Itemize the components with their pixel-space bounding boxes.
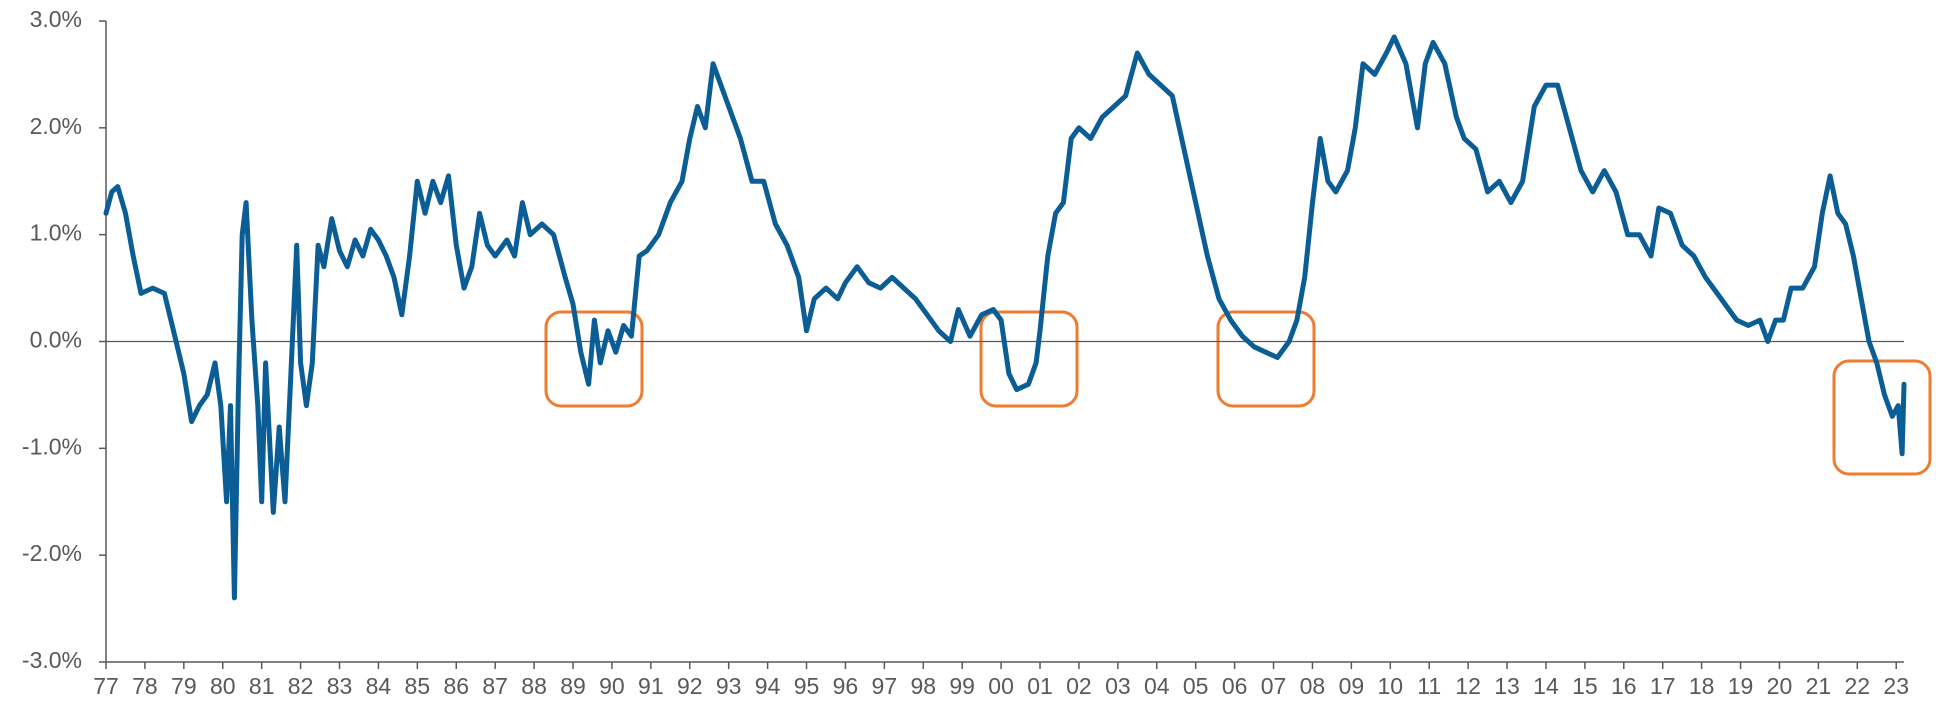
x-tick-label: 14 xyxy=(1533,673,1559,699)
x-tick-label: 17 xyxy=(1650,673,1676,699)
x-tick-label: 15 xyxy=(1572,673,1598,699)
x-tick-label: 06 xyxy=(1222,673,1248,699)
x-tick-label: 20 xyxy=(1767,673,1793,699)
y-tick-label: -1.0% xyxy=(22,433,82,459)
x-tick-label: 92 xyxy=(677,673,703,699)
x-tick-label: 21 xyxy=(1806,673,1832,699)
x-tick-label: 95 xyxy=(794,673,820,699)
x-tick-label: 85 xyxy=(405,673,431,699)
highlight-box xyxy=(1216,310,1316,408)
x-tick-label: 03 xyxy=(1105,673,1131,699)
x-tick-label: 77 xyxy=(93,673,119,699)
highlight-box xyxy=(979,310,1079,408)
x-tick-label: 78 xyxy=(132,673,158,699)
x-tick-label: 89 xyxy=(560,673,586,699)
x-tick-label: 79 xyxy=(171,673,197,699)
x-tick-label: 96 xyxy=(833,673,859,699)
x-tick-label: 13 xyxy=(1494,673,1520,699)
x-tick-label: 90 xyxy=(599,673,625,699)
x-tick-label: 98 xyxy=(910,673,936,699)
x-tick-label: 08 xyxy=(1300,673,1326,699)
y-tick-label: 2.0% xyxy=(30,113,82,139)
y-tick-label: 3.0% xyxy=(30,6,82,32)
y-tick-label: 0.0% xyxy=(30,327,82,353)
x-tick-label: 97 xyxy=(872,673,898,699)
x-tick-label: 93 xyxy=(716,673,742,699)
y-tick-label: -2.0% xyxy=(22,540,82,566)
y-tick-label: 1.0% xyxy=(30,220,82,246)
x-tick-label: 87 xyxy=(482,673,508,699)
highlight-box xyxy=(1832,359,1932,476)
x-tick-label: 18 xyxy=(1689,673,1715,699)
x-tick-label: 81 xyxy=(249,673,275,699)
data-line xyxy=(103,34,1907,601)
x-tick-label: 10 xyxy=(1377,673,1403,699)
x-tick-label: 11 xyxy=(1417,673,1441,699)
x-tick-label: 22 xyxy=(1845,673,1871,699)
x-tick-label: 83 xyxy=(327,673,353,699)
x-tick-label: 16 xyxy=(1611,673,1637,699)
x-tick-label: 02 xyxy=(1066,673,1092,699)
x-tick-label: 05 xyxy=(1183,673,1209,699)
y-tick-label: -3.0% xyxy=(22,647,82,673)
x-tick-label: 84 xyxy=(366,673,392,699)
x-tick-label: 23 xyxy=(1883,673,1909,699)
highlight-box xyxy=(544,310,644,408)
x-tick-label: 99 xyxy=(949,673,975,699)
x-tick-label: 07 xyxy=(1261,673,1287,699)
x-tick-label: 91 xyxy=(638,673,664,699)
highlight-boxes xyxy=(544,310,1932,476)
x-tick-label: 04 xyxy=(1144,673,1170,699)
x-tick-label: 00 xyxy=(988,673,1014,699)
x-tick-label: 09 xyxy=(1339,673,1365,699)
x-tick-label: 12 xyxy=(1455,673,1481,699)
x-tick-label: 94 xyxy=(755,673,781,699)
x-tick-label: 01 xyxy=(1027,673,1053,699)
x-tick-label: 80 xyxy=(210,673,236,699)
x-tick-label: 86 xyxy=(443,673,469,699)
x-tick-label: 82 xyxy=(288,673,314,699)
x-tick-label: 19 xyxy=(1728,673,1754,699)
x-tick-label: 88 xyxy=(521,673,547,699)
